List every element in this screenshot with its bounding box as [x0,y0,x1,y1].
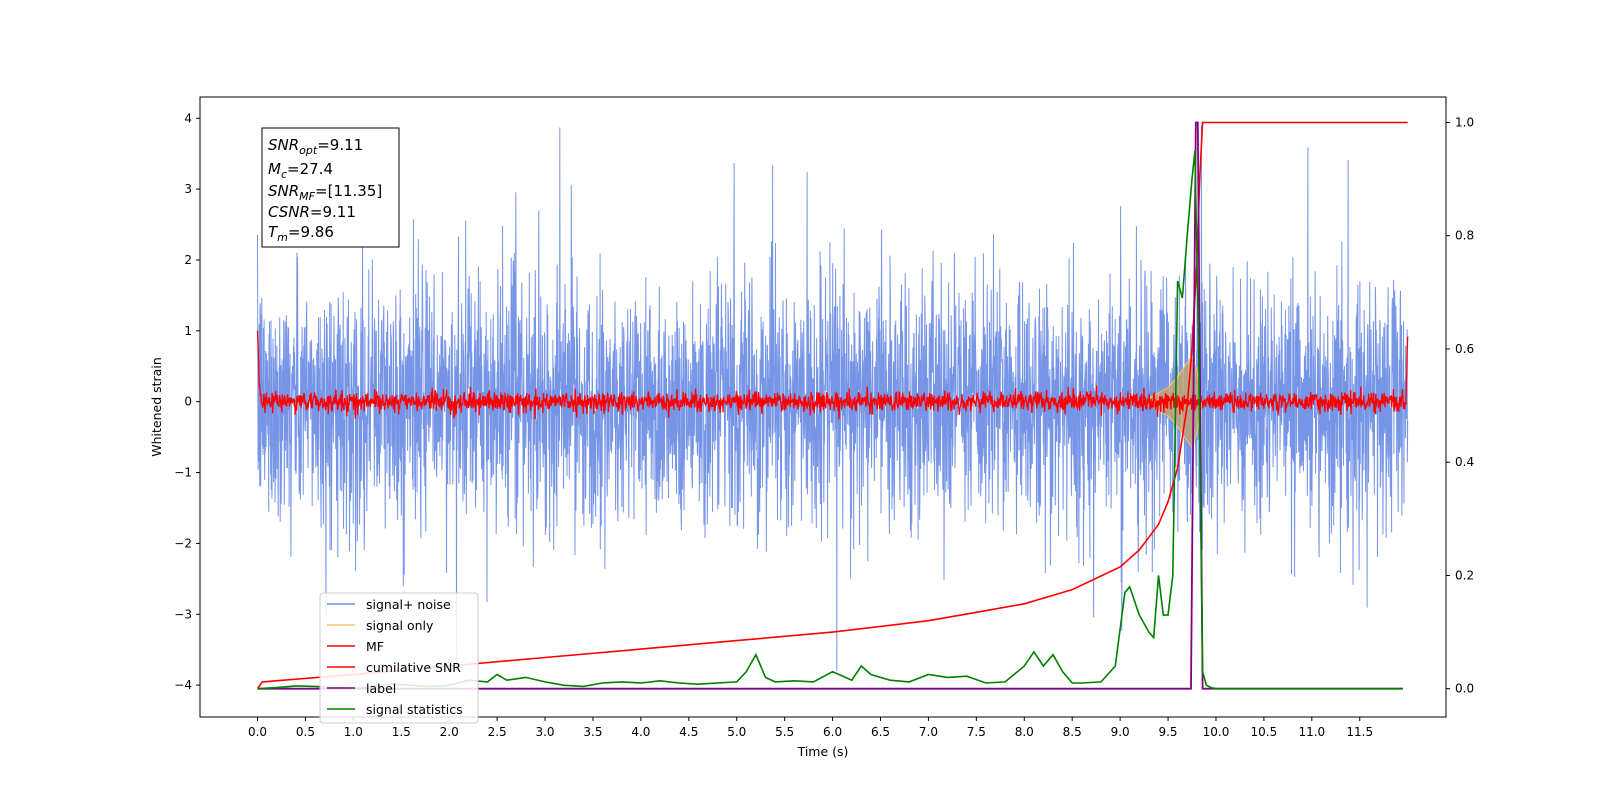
x-tick-label: 10.5 [1251,725,1278,739]
y-right-tick-label: 0.6 [1455,342,1474,356]
legend-label-cumulative-snr: cumilative SNR [366,660,461,675]
x-tick-label: 3.0 [535,725,554,739]
x-tick-label: 5.5 [775,725,794,739]
x-tick-label: 11.0 [1298,725,1325,739]
y-left-tick-label: 3 [184,182,192,196]
legend-label-signal-only: signal only [366,618,434,633]
x-axis: 0.0 0.5 1.0 1.5 2.0 2.5 3.0 3.5 4.0 4.5 5.0 5.5 6.0 6… [248,717,1373,739]
y-right-tick-label: 0.2 [1455,568,1474,582]
y-left-tick-label: 1 [184,324,192,338]
x-tick-label: 7.5 [967,725,986,739]
x-tick-label: 2.5 [488,725,507,739]
x-tick-label: 7.0 [919,725,938,739]
x-tick-label: 2.0 [440,725,459,739]
y-left-tick-label: 2 [184,253,192,267]
x-tick-label: 6.5 [871,725,890,739]
x-tick-label: 9.5 [1158,725,1177,739]
y-axis-right: 1.0 0.8 0.6 0.4 0.2 0.0 [1446,115,1474,696]
legend-label-mf: MF [366,639,384,654]
legend-label-label: label [366,681,396,696]
legend-frame [319,592,479,724]
x-tick-label: 8.0 [1015,725,1034,739]
x-tick-label: 1.0 [344,725,363,739]
x-tick-label: 10.0 [1203,725,1230,739]
annotation-csnr: CSNR=9.11 [268,203,356,221]
y-right-tick-label: 0.0 [1455,682,1474,696]
legend-label-signal-noise: signal+ noise [366,597,451,612]
legend: signal+ noise signal only MF cumilative … [319,592,479,724]
series-signal-statistics-line [257,150,1403,690]
annotation-snr-opt: SNRopt=9.11 [268,136,363,157]
annotation-box: SNRopt=9.11 Mc=27.4 SNRMF=[11.35] CSNR=9… [261,127,400,248]
series-mf-line [256,330,1409,420]
x-tick-label: 11.5 [1346,725,1373,739]
annotation-snr-mf: SNRMF=[11.35] [268,182,382,203]
y-left-tick-label: −3 [174,607,192,621]
x-tick-label: 0.0 [248,725,267,739]
y-left-tick-label: 4 [184,111,192,125]
y-right-tick-label: 0.8 [1455,229,1474,243]
y-right-tick-label: 0.4 [1455,455,1474,469]
x-tick-label: 6.0 [823,725,842,739]
annotation-mc: Mc=27.4 [268,160,333,181]
annotation-tm: Tm=9.86 [268,223,334,244]
y-left-tick-label: 0 [184,395,192,409]
x-tick-label: 4.5 [679,725,698,739]
x-tick-label: 4.0 [631,725,650,739]
x-tick-label: 9.0 [1111,725,1130,739]
plot-frame [199,96,1447,718]
x-tick-label: 3.5 [583,725,602,739]
x-axis-label: Time (s) [797,744,849,759]
x-tick-label: 5.0 [727,725,746,739]
x-tick-label: 0.5 [296,725,315,739]
y-axis-label-left: Whitened strain [149,357,164,456]
x-tick-label: 1.5 [392,725,411,739]
y-axis-left: 4 3 2 1 0 −1 −2 −3 −4 [174,111,200,692]
y-left-tick-label: −4 [174,678,192,692]
y-left-tick-label: −1 [174,466,192,480]
x-tick-label: 8.5 [1063,725,1082,739]
y-right-tick-label: 1.0 [1455,115,1474,129]
legend-label-signal-statistics: signal statistics [366,702,463,717]
series-layer [256,121,1409,690]
annotation-frame [261,127,400,248]
y-left-tick-label: −2 [174,536,192,550]
